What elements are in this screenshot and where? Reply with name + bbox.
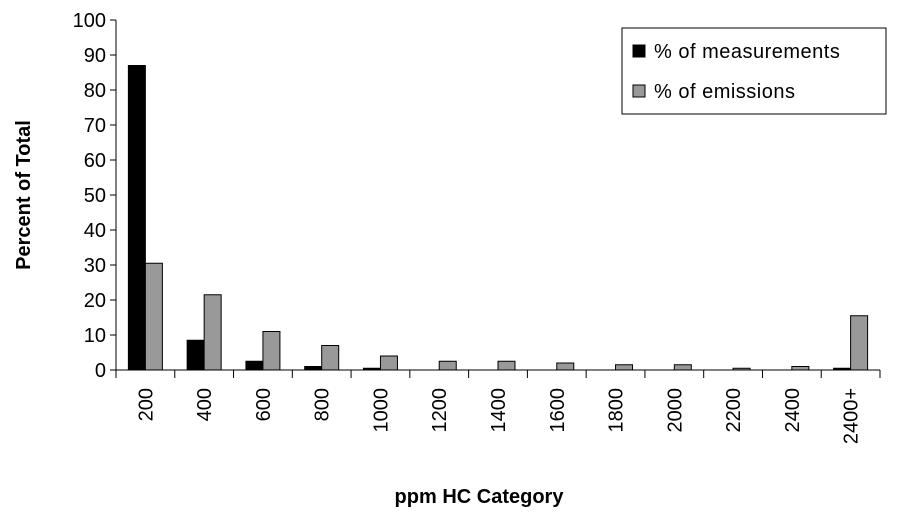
y-tick-label: 100 [73,10,106,32]
y-tick-label: 10 [84,325,106,347]
legend-label-emissions: % of emissions [654,81,796,103]
legend: % of measurements % of emissions [621,27,887,115]
x-tick-label: 2000 [664,388,686,433]
bar-emissions [732,367,751,371]
bar-measurements [833,367,852,371]
bar-emissions [556,362,575,371]
y-tick-label: 50 [84,185,106,207]
x-axis-title: ppm HC Category [395,486,565,508]
bar-measurements [304,366,323,371]
legend-swatch-emissions [632,84,646,98]
bar-measurements [186,339,205,371]
bar-measurements [245,360,264,371]
bar-emissions [144,262,163,371]
y-tick-label: 60 [84,150,106,172]
bar-emissions [321,345,340,371]
legend-box [621,27,887,115]
bar-emissions [673,364,692,371]
bars [127,65,869,371]
bar-emissions [615,364,634,371]
bar-emissions [438,360,457,371]
x-tick-label: 600 [253,388,275,421]
x-tick-label: 2400 [782,388,804,433]
y-tick-label: 70 [84,115,106,137]
x-tick-label: 800 [312,388,334,421]
x-tick-label: 1000 [370,388,392,433]
x-tick-label: 2200 [723,388,745,433]
x-tick-label: 2400+ [841,388,863,444]
y-tick-label: 20 [84,290,106,312]
legend-label-measurements: % of measurements [654,41,840,63]
y-tick-label: 40 [84,220,106,242]
bar-measurements [127,65,146,371]
y-axis: 0 10 20 30 40 50 60 70 80 90 100 [73,10,117,382]
y-tick-label: 90 [84,45,106,67]
bar-emissions [203,294,222,371]
y-tick-label: 80 [84,80,106,102]
bar-measurements [362,367,381,371]
x-tick-label: 1800 [606,388,628,433]
y-axis-title: Percent of Total [13,120,35,270]
bar-emissions [791,366,810,371]
x-tick-label: 400 [194,388,216,421]
bar-emissions [379,355,398,371]
y-tick-label: 30 [84,255,106,277]
x-tick-label: 1600 [547,388,569,433]
x-axis: 200 400 600 800 1000 1200 1400 1600 1800 2000 2200… [115,369,881,444]
y-tick-label: 0 [95,360,106,382]
bar-emissions [262,331,281,371]
bar-emissions [850,315,869,371]
x-tick-label: 200 [135,388,157,421]
bar-emissions [497,360,516,371]
x-tick-label: 1200 [429,388,451,433]
legend-swatch-measurements [632,44,646,58]
x-tick-label: 1400 [488,388,510,433]
